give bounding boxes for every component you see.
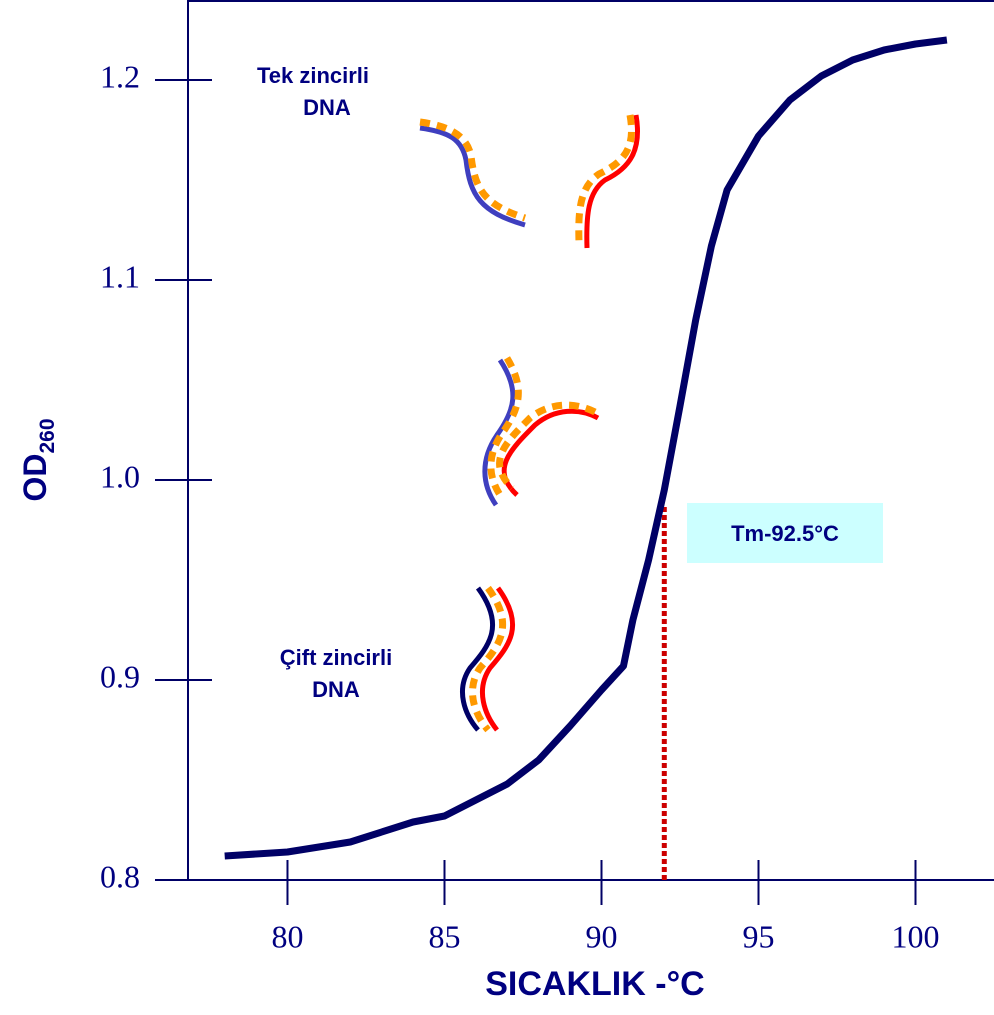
annotation: DNA xyxy=(303,95,351,120)
y-axis-label: OD260 xyxy=(17,418,59,501)
melting-curve xyxy=(224,36,948,860)
y-tick-label: 1.1 xyxy=(100,258,140,294)
strand-illustrations xyxy=(419,114,640,733)
x-tick-label: 85 xyxy=(428,918,460,954)
y-axis-label-main: OD xyxy=(17,454,53,502)
y-tick-label: 1.2 xyxy=(100,58,140,94)
annotation: Tm-92.5°C xyxy=(731,521,839,546)
annotation: Çift zincirli xyxy=(280,645,392,670)
y-tick-label: 0.8 xyxy=(100,858,140,894)
x-tick-label: 95 xyxy=(742,918,774,954)
y-tick-label: 0.9 xyxy=(100,658,140,694)
annotation: DNA xyxy=(312,677,360,702)
x-tick-label: 90 xyxy=(585,918,617,954)
y-axis-label-sub: 260 xyxy=(36,418,59,453)
x-axis-label: SICAKLIK -°C xyxy=(485,965,704,1003)
x-tick-label: 80 xyxy=(271,918,303,954)
y-tick-label: 1.0 xyxy=(100,458,140,494)
annotation: Tek zincirli xyxy=(257,63,369,88)
x-tick-label: 100 xyxy=(891,918,939,954)
annotation-box xyxy=(687,503,883,563)
axis-frame xyxy=(187,0,994,881)
